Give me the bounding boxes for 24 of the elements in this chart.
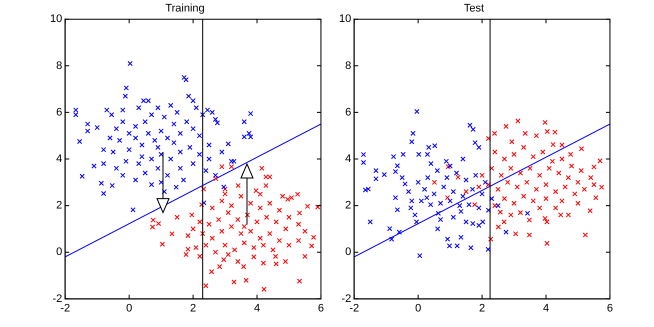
y-tick-label: 2 (56, 200, 62, 212)
y-tick-label: 4 (345, 153, 352, 166)
y-tick-label: -2 (52, 292, 62, 305)
x-tick-label: 2 (190, 302, 196, 314)
y-tick-label: -2 (341, 292, 352, 305)
y-tick-label: 8 (345, 60, 352, 72)
y-tick-label: 10 (50, 13, 62, 26)
y-tick-label: 6 (56, 106, 62, 118)
y-tick-label: 2 (345, 200, 352, 212)
chart-title: Training (165, 2, 205, 15)
y-tick-label: 6 (345, 106, 352, 118)
x-tick-label: 0 (126, 302, 132, 314)
x-tick-label: 0 (415, 302, 422, 314)
x-tick-label: 2 (479, 302, 486, 314)
x-tick-label: 6 (318, 302, 324, 314)
y-tick-label: 10 (338, 13, 352, 26)
y-tick-label: 0 (345, 246, 352, 258)
x-tick-label: 4 (254, 302, 260, 314)
chart-title: Test (464, 2, 484, 15)
y-tick-label: 8 (56, 60, 62, 72)
x-tick-label: 6 (606, 302, 614, 314)
y-tick-label: 0 (56, 246, 62, 258)
x-tick-label: 4 (542, 302, 550, 314)
y-tick-label: 4 (56, 153, 62, 166)
